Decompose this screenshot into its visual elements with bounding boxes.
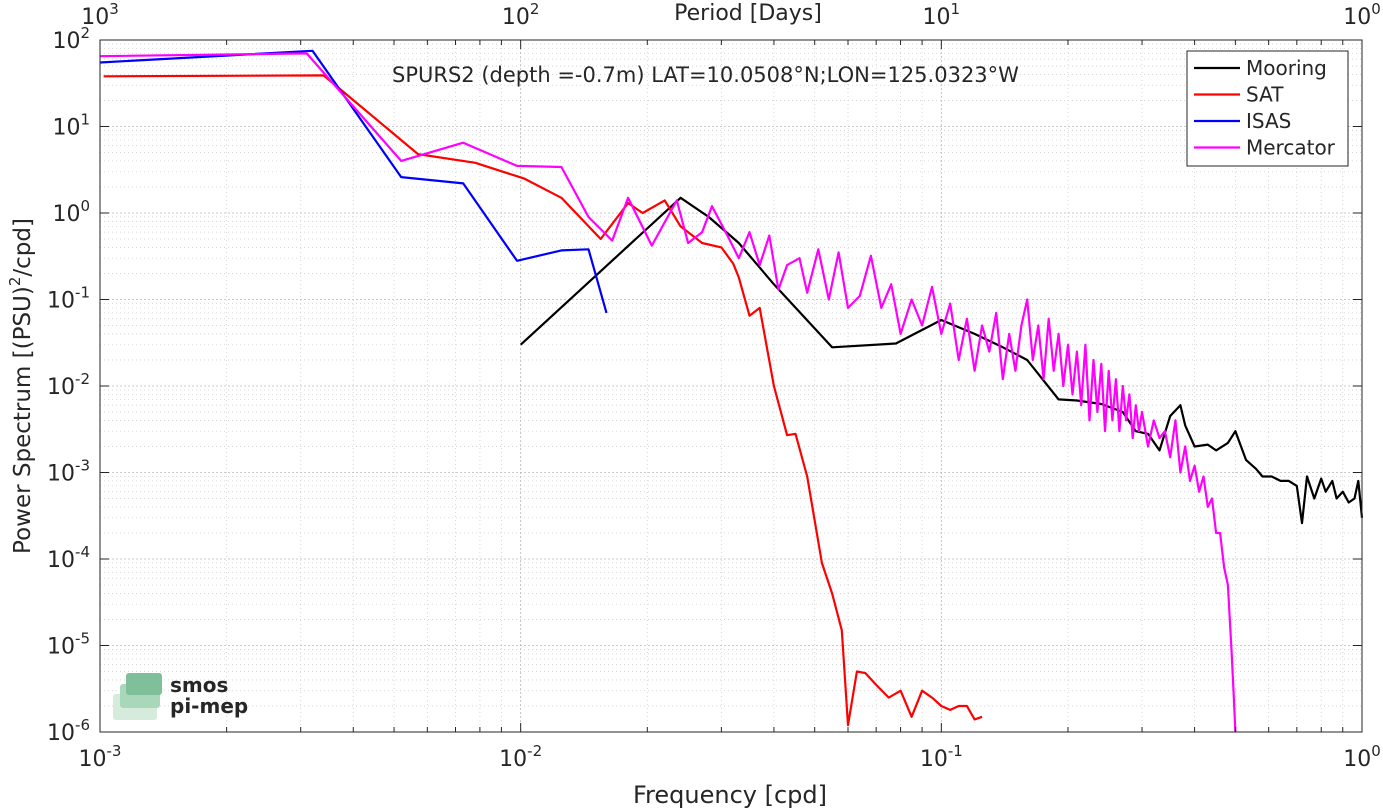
y-tick-label-exponent: -1 — [75, 284, 90, 302]
y-tick-label-base: 10 — [47, 721, 75, 746]
top-tick-labels: 103 102 101 100 — [81, 0, 1381, 30]
x-tick-label: 100 — [1343, 742, 1381, 772]
minor-grid — [100, 40, 1362, 732]
x-tick-label-exponent: -1 — [948, 742, 963, 760]
logo-text-line1: smos — [170, 673, 228, 697]
y-tick-label-exponent: 2 — [80, 24, 90, 42]
top-tick-label-exponent: 2 — [530, 0, 540, 18]
top-tick-label-base: 10 — [81, 5, 109, 30]
y-tick-label-base: 10 — [47, 462, 75, 487]
y-tick-label-base: 10 — [47, 548, 75, 573]
series-line-sat — [103, 74, 983, 727]
y-tick-label: 101 — [52, 111, 90, 141]
y-tick-label-base: 10 — [47, 635, 75, 660]
y-tick-label-base: 10 — [47, 375, 75, 400]
top-tick-label-base: 10 — [1343, 5, 1371, 30]
y-axis-label-sup: 2 — [6, 277, 24, 287]
y-tick-label-exponent: -4 — [75, 543, 90, 561]
plot-background — [100, 40, 1362, 732]
bottom-tick-labels: 10-3 10-2 10-1 100 — [79, 742, 1381, 772]
top-tick-label: 102 — [502, 0, 540, 30]
y-tick-label: 10-2 — [47, 370, 90, 400]
y-tick-label: 10-4 — [47, 543, 90, 573]
x-tick-label-exponent: -2 — [527, 742, 542, 760]
y-tick-label: 102 — [52, 24, 90, 54]
smos-pimep-logo: smos pi-mep — [113, 673, 248, 720]
top-tick-label: 103 — [81, 0, 119, 30]
y-tick-label: 10-3 — [47, 457, 90, 487]
top-tick-label-base: 10 — [923, 5, 951, 30]
legend-label-isas: ISAS — [1246, 109, 1291, 133]
y-tick-label-base: 10 — [52, 202, 80, 227]
y-tick-label-exponent: -2 — [75, 370, 90, 388]
series-line-mercator — [99, 52, 1237, 733]
top-tick-label-exponent: 0 — [1371, 0, 1381, 18]
logo-mark-front — [126, 673, 162, 695]
x-tick-label: 10-3 — [79, 742, 122, 772]
y-tick-label-exponent: -6 — [75, 716, 90, 734]
series-line-isas — [99, 49, 608, 314]
y-tick-label-exponent: -5 — [75, 630, 90, 648]
x-tick-label-exponent: 0 — [1371, 742, 1381, 760]
top-tick-label-base: 10 — [502, 5, 530, 30]
legend-label-mercator: Mercator — [1246, 136, 1336, 160]
y-tick-label: 10-1 — [47, 284, 90, 314]
x-axis-label: Frequency [cpd] — [633, 781, 827, 809]
legend-label-mooring: Mooring — [1246, 56, 1327, 80]
y-tick-label-exponent: 0 — [80, 197, 90, 215]
x-tick-label: 10-2 — [499, 742, 542, 772]
x-tick-label-base: 10 — [920, 747, 948, 772]
top-tick-label-exponent: 3 — [109, 0, 119, 18]
x-tick-label: 10-1 — [920, 742, 963, 772]
chart-title: SPURS2 (depth =-0.7m) LAT=10.0508°N;LON=… — [392, 63, 1019, 87]
y-axis-label-tail: /cpd] — [10, 218, 36, 277]
series-layer — [99, 49, 1364, 733]
y-tick-label: 100 — [52, 197, 90, 227]
y-tick-label-base: 10 — [52, 29, 80, 54]
y-axis-label-main: Power Spectrum [(PSU) — [10, 286, 36, 554]
y-tick-label-base: 10 — [52, 116, 80, 141]
x-tick-label-base: 10 — [499, 747, 527, 772]
y-axis-label: Power Spectrum [(PSU)2/cpd] — [6, 218, 36, 554]
y-tick-label: 10-5 — [47, 630, 90, 660]
top-tick-label: 101 — [923, 0, 961, 30]
x-tick-label-base: 10 — [79, 747, 107, 772]
y-tick-label-exponent: -3 — [75, 457, 90, 475]
top-tick-label: 100 — [1343, 0, 1381, 30]
logo-text-line2: pi-mep — [170, 694, 248, 718]
ticks-layer — [99, 39, 1363, 733]
x-tick-label-exponent: -3 — [107, 742, 122, 760]
y-tick-label: 10-6 — [47, 716, 90, 746]
y-tick-label-exponent: 1 — [80, 111, 90, 129]
legend-label-sat: SAT — [1246, 83, 1284, 107]
top-tick-label-exponent: 1 — [951, 0, 961, 18]
y-tick-label-base: 10 — [47, 289, 75, 314]
top-axis-label: Period [Days] — [674, 1, 822, 26]
x-tick-label-base: 10 — [1343, 747, 1371, 772]
